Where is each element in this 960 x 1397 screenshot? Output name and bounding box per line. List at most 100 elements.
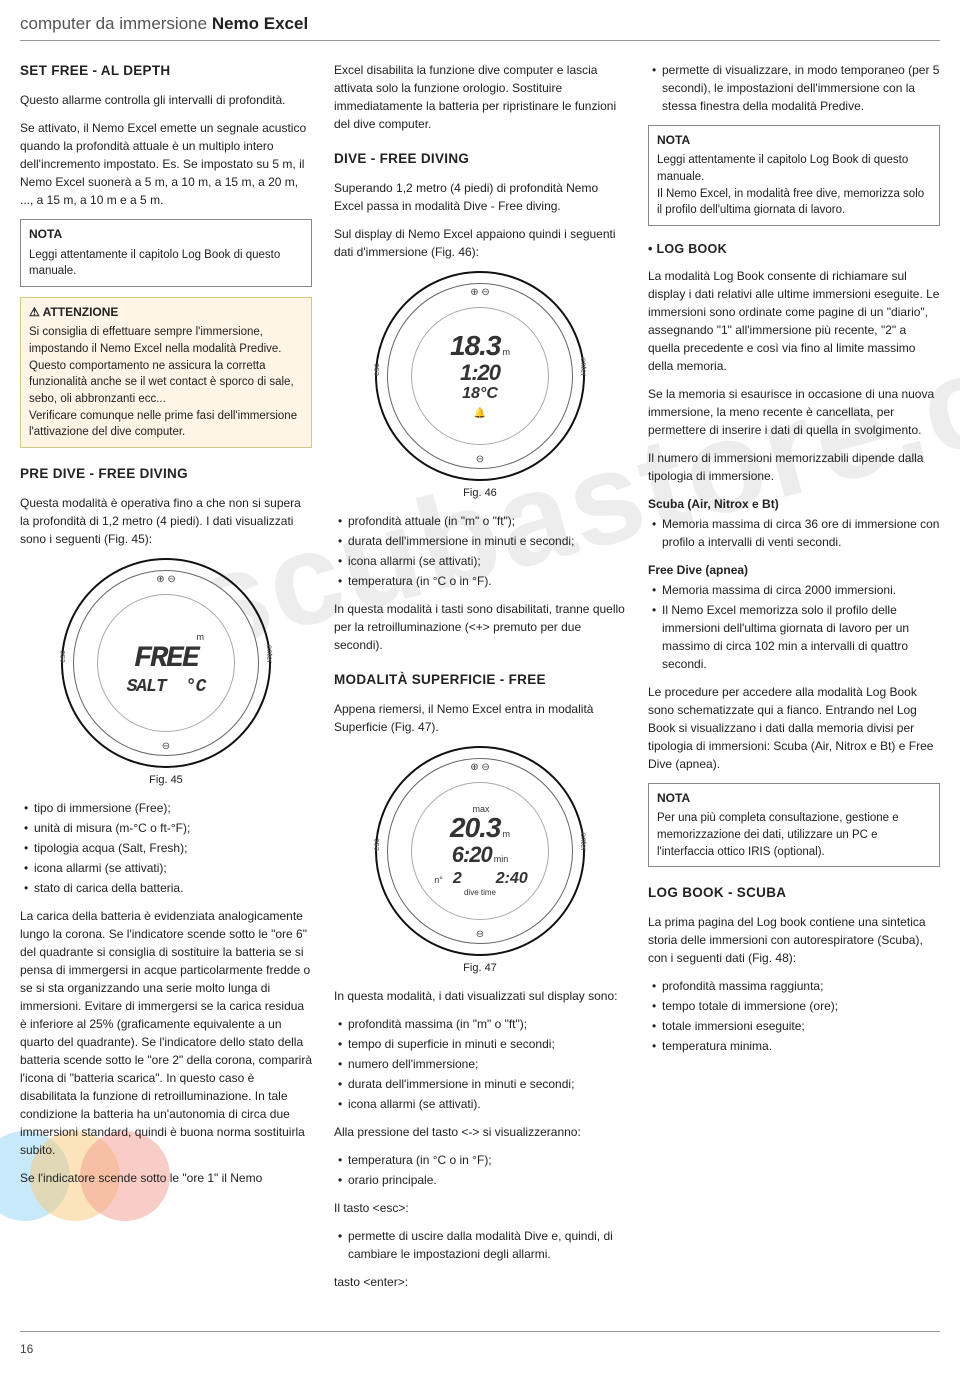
page-title: computer da immersione Nemo Excel <box>20 14 940 34</box>
body-text: Se l'indicatore scende sotto le "ore 1" … <box>20 1169 312 1187</box>
watch-enter-label: enter <box>577 358 589 376</box>
list-item: Memoria massima di circa 36 ore di immer… <box>652 515 940 551</box>
heading-set-free: SET FREE - AL DEPTH <box>20 61 312 81</box>
lcd-time: 1:20 <box>460 362 500 384</box>
lcd-min-unit: min <box>494 853 509 867</box>
body-text: Alla pressione del tasto <-> si visualiz… <box>334 1123 626 1141</box>
list-item: temperatura (in °C o in °F). <box>338 572 626 590</box>
list-item: icona allarmi (se attivati). <box>338 1095 626 1113</box>
list-item: tipologia acqua (Salt, Fresh); <box>24 839 312 857</box>
lcd-temp: 18°C <box>462 386 498 402</box>
lcd-dive-number: 2 <box>453 871 462 887</box>
list-item: temperatura minima. <box>652 1037 940 1055</box>
note-title: NOTA <box>29 226 303 243</box>
note-body: Per una più completa consultazione, gest… <box>657 810 931 860</box>
heading-predive: PRE DIVE - FREE DIVING <box>20 464 312 484</box>
list-item: tempo totale di immersione (ore); <box>652 997 940 1015</box>
note-title: NOTA <box>657 132 931 149</box>
body-text: La modalità Log Book consente di richiam… <box>648 267 940 375</box>
column-3: permette di visualizzare, in modo tempor… <box>648 61 940 1301</box>
lcd-dive-time: 2:40 <box>496 871 528 887</box>
heading-surface-free: MODALITÀ SUPERFICIE - FREE <box>334 670 626 690</box>
list-item: tempo di superficie in minuti e secondi; <box>338 1035 626 1053</box>
lcd-max-depth: 20.3 <box>450 814 501 842</box>
watch-enter-label: enter <box>263 645 275 663</box>
lcd-free: FREE <box>134 644 198 674</box>
watch-esc-label: esc <box>371 839 383 851</box>
list-item: Il Nemo Excel memorizza solo il profilo … <box>652 601 940 673</box>
list-item: durata dell'immersione in minuti e secon… <box>338 1075 626 1093</box>
dive-time-label: dive time <box>464 887 496 899</box>
list-item: orario principale. <box>338 1171 626 1189</box>
body-text: In questa modalità, i dati visualizzati … <box>334 987 626 1005</box>
list-item: stato di carica della batteria. <box>24 879 312 897</box>
body-text: Se attivato, il Nemo Excel emette un seg… <box>20 119 312 209</box>
figure-47-caption: Fig. 47 <box>334 960 626 977</box>
list-item: tipo di immersione (Free); <box>24 799 312 817</box>
lcd-depth-unit: m <box>503 346 511 360</box>
watch-bottom-icon: ⊖ <box>476 927 484 942</box>
body-text: La prima pagina del Log book contiene un… <box>648 913 940 967</box>
lcd-depth-unit: m <box>503 828 511 842</box>
list-minus-key: temperatura (in °C o in °F); orario prin… <box>334 1151 626 1189</box>
list-item: icona allarmi (se attivati); <box>338 552 626 570</box>
body-text: Le procedure per accedere alla modalità … <box>648 683 940 773</box>
figure-45-caption: Fig. 45 <box>20 772 312 789</box>
list-item: numero dell'immersione; <box>338 1055 626 1073</box>
note-box: NOTA Leggi attentamente il capitolo Log … <box>648 125 940 226</box>
body-text: In questa modalità i tasti sono disabili… <box>334 600 626 654</box>
watch-bottom-icon: ⊖ <box>162 739 170 754</box>
watch-esc-label: esc <box>57 651 69 663</box>
list-esc-key: permette di uscire dalla modalità Dive e… <box>334 1227 626 1263</box>
lcd-salt: SALT <box>127 678 166 696</box>
list-enter-key: permette di visualizzare, in modo tempor… <box>648 61 940 115</box>
rule-bottom <box>20 1331 940 1332</box>
body-text: tasto <enter>: <box>334 1273 626 1291</box>
list-logbook-scuba: profondità massima raggiunta; tempo tota… <box>648 977 940 1055</box>
note-body: Leggi attentamente il capitolo Log Book … <box>29 247 303 280</box>
body-text: Sul display di Nemo Excel appaiono quind… <box>334 225 626 261</box>
note-title: NOTA <box>657 790 931 807</box>
watch-esc-label: esc <box>371 364 383 376</box>
list-item: durata dell'immersione in minuti e secon… <box>338 532 626 550</box>
subheading-scuba: Scuba (Air, Nitrox e Bt) <box>648 497 779 511</box>
watch-bottom-icon: ⊖ <box>476 452 484 467</box>
list-item: icona allarmi (se attivati); <box>24 859 312 877</box>
column-1: SET FREE - AL DEPTH Questo allarme contr… <box>20 61 312 1301</box>
body-text: Il numero di immersioni memorizzabili di… <box>648 449 940 485</box>
list-item: permette di visualizzare, in modo tempor… <box>652 61 940 115</box>
watch-enter-label: enter <box>577 833 589 851</box>
body-text: Questo allarme controlla gli intervalli … <box>20 91 312 109</box>
list-predive-data: tipo di immersione (Free); unità di misu… <box>20 799 312 897</box>
heading-logbook: • LOG BOOK <box>648 240 940 259</box>
list-item: temperatura (in °C o in °F); <box>338 1151 626 1169</box>
body-text: Questa modalità è operativa fino a che n… <box>20 494 312 548</box>
list-item: unità di misura (m-°C o ft-°F); <box>24 819 312 837</box>
heading-logbook-scuba: LOG BOOK - SCUBA <box>648 883 940 903</box>
watch-top-icon: ⊕ ⊖ <box>470 760 490 775</box>
list-item: profondità attuale (in "m" o "ft"); <box>338 512 626 530</box>
warning-body: Si consiglia di effettuare sempre l'imme… <box>29 324 303 441</box>
column-2: Excel disabilita la funzione dive comput… <box>334 61 626 1301</box>
body-text: Excel disabilita la funzione dive comput… <box>334 61 626 133</box>
list-item: profondità massima raggiunta; <box>652 977 940 995</box>
lcd-degc: °C <box>186 678 206 696</box>
warning-box: ATTENZIONE Si consiglia di effettuare se… <box>20 297 312 448</box>
figure-46-caption: Fig. 46 <box>334 485 626 502</box>
note-box: NOTA Leggi attentamente il capitolo Log … <box>20 219 312 287</box>
figure-47-watch: ⊕ ⊖ ⊖ esc enter max 20.3 m 6:20 min n° 2 <box>375 746 585 956</box>
n-label: n° <box>434 874 443 888</box>
list-scuba-memory: Memoria massima di circa 36 ore di immer… <box>648 515 940 551</box>
list-surface-data: profondità massima (in "m" o "ft"); temp… <box>334 1015 626 1113</box>
body-text: Superando 1,2 metro (4 piedi) di profond… <box>334 179 626 215</box>
subheading-freedive: Free Dive (apnea) <box>648 563 748 577</box>
title-prefix: computer da immersione <box>20 14 207 33</box>
note-box: NOTA Per una più completa consultazione,… <box>648 783 940 867</box>
watch-top-icon: ⊕ ⊖ <box>470 285 490 300</box>
note-body: Leggi attentamente il capitolo Log Book … <box>657 152 931 219</box>
lcd-depth: 18.3 <box>450 332 501 360</box>
heading-dive-free: DIVE - FREE DIVING <box>334 149 626 169</box>
list-dive-data: profondità attuale (in "m" o "ft"); dura… <box>334 512 626 590</box>
body-text: Appena riemersi, il Nemo Excel entra in … <box>334 700 626 736</box>
lcd-surf-time: 6:20 <box>452 844 492 866</box>
